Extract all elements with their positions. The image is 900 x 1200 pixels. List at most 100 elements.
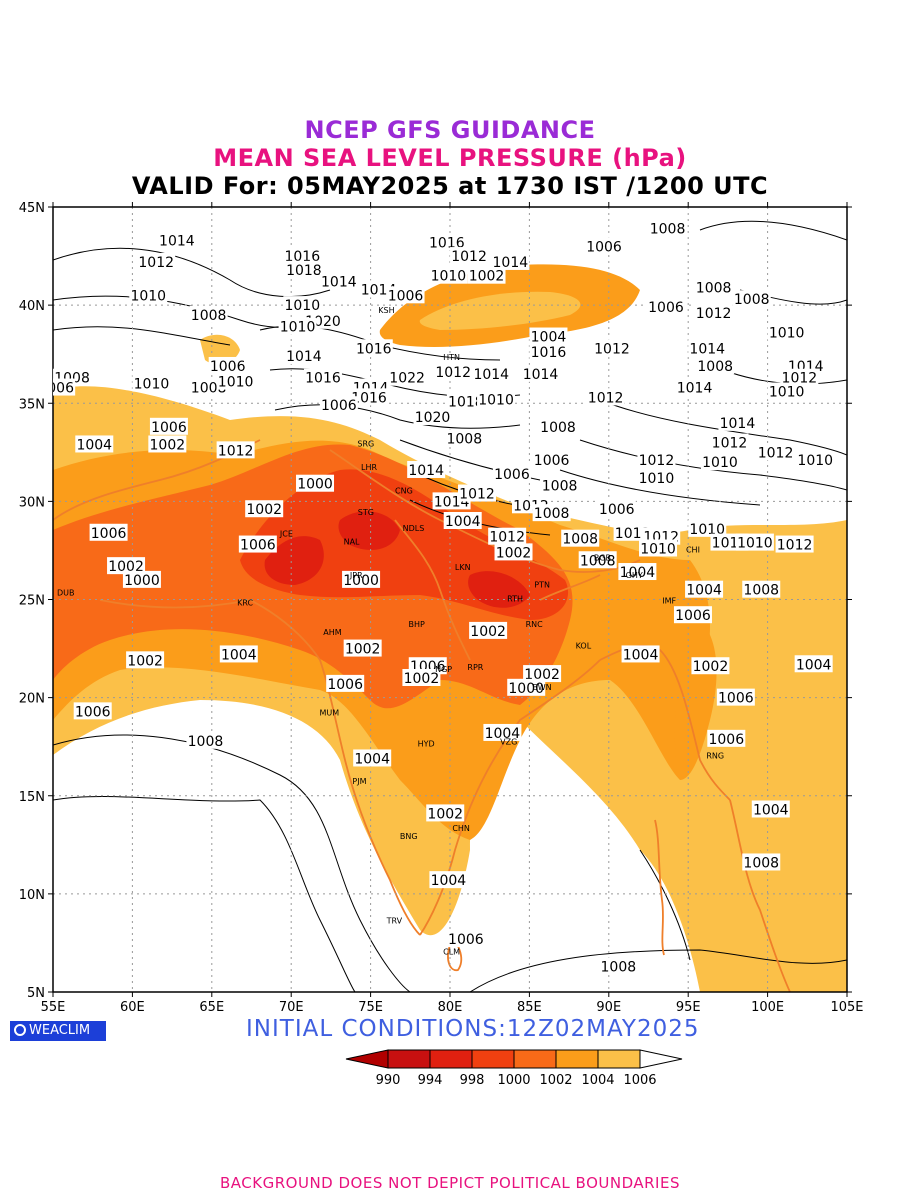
isobar-label: 1006 <box>716 688 755 707</box>
isobar-label: 1014 <box>688 339 727 357</box>
svg-text:1004: 1004 <box>354 751 390 767</box>
isobar-label: 1006 <box>492 464 531 483</box>
city-code-label: NAL <box>344 538 360 547</box>
isobar-label: 1006 <box>73 702 112 720</box>
svg-text:1014: 1014 <box>159 233 195 249</box>
isobar-label: 1008 <box>532 504 571 522</box>
isobar-label: 1006 <box>149 417 188 436</box>
isobar-label: 1008 <box>648 219 687 238</box>
svg-text:1008: 1008 <box>743 855 779 871</box>
city-code-label: CHI <box>686 545 700 554</box>
isobar-label: 1012 <box>457 484 496 503</box>
isobar-label: 1008 <box>189 305 228 324</box>
svg-text:1008: 1008 <box>191 308 227 324</box>
lon-tick-label: 75E <box>358 1000 383 1015</box>
isobar-label: 1012 <box>780 368 819 387</box>
isobar-label: 1018 <box>446 392 485 410</box>
lon-tick-label: 85E <box>517 1000 542 1015</box>
isobar-label: 1004 <box>618 563 657 581</box>
svg-text:1004: 1004 <box>531 330 567 346</box>
svg-text:1004: 1004 <box>445 514 481 530</box>
svg-text:1014: 1014 <box>321 275 357 291</box>
isobar-label: 1008 <box>696 356 735 375</box>
isobar-label: 1008 <box>694 278 733 296</box>
isobar-label: 1006 <box>238 535 277 554</box>
isobar-label: 1010 <box>429 266 468 285</box>
lon-tick-label: 100E <box>751 1000 784 1015</box>
svg-text:1004: 1004 <box>623 647 659 663</box>
isobar-label: 1006 <box>532 451 571 469</box>
isobar-label: 1012 <box>775 535 814 554</box>
isobar-label: 1008 <box>742 580 781 599</box>
svg-text:1012: 1012 <box>451 249 487 265</box>
title-parameter: MEAN SEA LEVEL PRESSURE (hPa) <box>213 144 687 172</box>
isobar-label: 1002 <box>523 665 562 683</box>
isobar-label: 1002 <box>126 651 165 669</box>
svg-text:1022: 1022 <box>389 371 425 387</box>
svg-text:1000: 1000 <box>124 573 160 589</box>
svg-text:1008: 1008 <box>534 506 570 522</box>
city-code-label: IMF <box>662 596 676 605</box>
city-code-label: RNG <box>706 751 724 760</box>
city-code-label: AHM <box>323 628 341 637</box>
svg-text:1004: 1004 <box>796 657 832 673</box>
isobar-label: 1004 <box>529 327 568 346</box>
svg-text:1012: 1012 <box>218 443 254 459</box>
isobar-label: 1006 <box>53 378 76 397</box>
svg-text:1010: 1010 <box>639 471 675 487</box>
isobar-label: 1006 <box>89 523 128 542</box>
svg-text:1014: 1014 <box>473 367 509 383</box>
isobar-label: 1000 <box>296 474 335 493</box>
svg-text:1012: 1012 <box>459 487 495 503</box>
svg-text:1016: 1016 <box>351 390 387 406</box>
isobar-label: 1008 <box>445 429 484 448</box>
svg-text:1014: 1014 <box>408 463 444 479</box>
lat-tick-label: 40N <box>19 299 45 314</box>
isobar-label: 1006 <box>707 729 746 748</box>
axis-ticks: 55E 60E 65E 70E 75E 80E 85E 90E 95E 100E 105E 5N 10N… <box>19 201 864 1015</box>
svg-text:1016: 1016 <box>531 345 567 361</box>
city-labels: KSH HTN SRG LHR CNG STG NDLS NAL JCE JPR LKN PTN KRC… <box>57 306 724 957</box>
isobar-label: 1012 <box>637 451 676 469</box>
isobar-label: 1010 <box>278 317 317 336</box>
svg-text:1006: 1006 <box>91 526 127 542</box>
initial-conditions: INITIAL CONDITIONS:12Z02MAY2025 <box>246 1016 700 1042</box>
svg-text:1014: 1014 <box>493 255 529 271</box>
svg-text:1000: 1000 <box>343 573 379 589</box>
city-code-label: MUM <box>319 708 339 717</box>
city-code-label: RPR <box>467 663 483 672</box>
isobar-label: 1014 <box>407 460 446 479</box>
svg-text:1012: 1012 <box>639 453 675 469</box>
svg-text:1002: 1002 <box>246 502 282 518</box>
isobar-label: 1010 <box>216 372 255 391</box>
isobar-label: 1014 <box>472 364 511 383</box>
isobar-label: 1006 <box>208 356 247 375</box>
isobar-label: 1004 <box>429 871 468 889</box>
isobar-label: 1012 <box>450 247 489 265</box>
svg-text:1010: 1010 <box>431 269 467 285</box>
isobar-label: 1002 <box>467 266 506 285</box>
svg-text:1018: 1018 <box>286 263 322 279</box>
isobar-label: 1012 <box>216 441 255 459</box>
svg-text:1000: 1000 <box>297 477 333 493</box>
city-code-label: BNG <box>400 832 418 841</box>
isobar-label: 1014 <box>521 364 560 383</box>
svg-text:1010: 1010 <box>640 541 676 557</box>
svg-text:1010: 1010 <box>134 377 170 393</box>
isobar-label: 1010 <box>767 323 806 342</box>
city-code-label: LKN <box>455 563 471 572</box>
svg-text:1006: 1006 <box>327 677 363 693</box>
isobar-label: 1002 <box>494 543 533 561</box>
city-code-label: BHP <box>408 620 425 629</box>
colorbar-level-label: 1004 <box>581 1073 614 1088</box>
colorbar-level-label: 990 <box>376 1073 401 1088</box>
city-code-label: DUB <box>57 589 75 598</box>
isobar-label: 1012 <box>586 388 625 406</box>
isobar-label: 1012 <box>694 303 733 322</box>
isobar-label: 1006 <box>319 396 358 414</box>
colorbar-swatch <box>513 1049 557 1069</box>
city-code-label: HYD <box>418 740 435 749</box>
svg-text:1014: 1014 <box>523 367 559 383</box>
isobar-label: 1002 <box>469 621 508 640</box>
isobar-label: 1004 <box>443 512 482 530</box>
